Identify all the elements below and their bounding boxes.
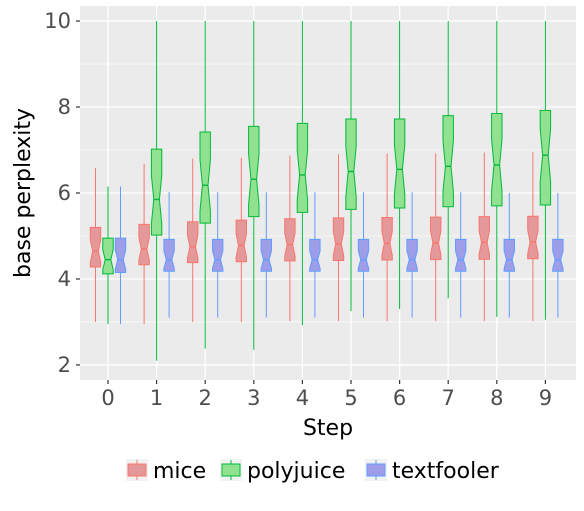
notched-box bbox=[442, 115, 454, 208]
box-polyjuice-step-1 bbox=[150, 21, 163, 361]
box-mice-step-3 bbox=[235, 157, 247, 322]
x-tick-label: 5 bbox=[344, 386, 357, 410]
box-textfooler-step-1 bbox=[163, 192, 175, 318]
box-polyjuice-step-6 bbox=[393, 21, 406, 310]
notched-box bbox=[248, 125, 260, 218]
box-textfooler-step-4 bbox=[309, 192, 321, 318]
x-tick-label: 3 bbox=[247, 386, 260, 410]
notched-box bbox=[309, 238, 321, 272]
box-textfooler-step-6 bbox=[406, 192, 418, 318]
notched-box bbox=[296, 122, 309, 213]
x-tick-label: 6 bbox=[393, 386, 406, 410]
legend-key-box bbox=[127, 463, 147, 477]
notched-box bbox=[527, 215, 539, 260]
notched-box bbox=[503, 238, 515, 272]
box-polyjuice-step-2 bbox=[199, 21, 211, 349]
notched-box bbox=[284, 218, 296, 262]
box-textfooler-step-0 bbox=[114, 186, 127, 325]
notched-box bbox=[199, 131, 211, 224]
notched-box bbox=[491, 112, 503, 207]
legend-key-box bbox=[366, 463, 386, 477]
box-textfooler-step-5 bbox=[357, 192, 370, 318]
notched-box bbox=[357, 238, 370, 272]
y-tick-label: 6 bbox=[58, 181, 71, 205]
box-polyjuice-step-7 bbox=[442, 21, 454, 299]
y-tick-label: 4 bbox=[58, 267, 71, 291]
box-textfooler-step-2 bbox=[212, 192, 224, 318]
box-polyjuice-step-0 bbox=[102, 186, 114, 325]
notched-box bbox=[345, 118, 357, 210]
legend-label: polyjuice bbox=[247, 459, 345, 484]
x-tick-label: 1 bbox=[150, 386, 163, 410]
box-polyjuice-step-9 bbox=[539, 21, 552, 320]
legend-key-box bbox=[221, 463, 241, 477]
box-mice-step-6 bbox=[381, 153, 393, 322]
box-mice-step-2 bbox=[187, 158, 199, 322]
x-tick-label: 8 bbox=[490, 386, 503, 410]
box-mice-step-4 bbox=[284, 155, 296, 322]
notched-box bbox=[138, 223, 150, 266]
notched-box bbox=[212, 238, 224, 272]
box-textfooler-step-7 bbox=[455, 192, 467, 318]
box-series bbox=[89, 21, 564, 361]
notched-box bbox=[539, 109, 552, 206]
y-axis-ticks: 2 4 6 8 10 bbox=[44, 9, 80, 377]
x-tick-label: 4 bbox=[296, 386, 309, 410]
notched-box bbox=[455, 238, 467, 272]
box-polyjuice-step-5 bbox=[345, 21, 357, 312]
notched-box bbox=[114, 237, 127, 274]
box-mice-step-1 bbox=[138, 163, 150, 325]
y-tick-label: 10 bbox=[44, 9, 71, 33]
box-mice-step-0 bbox=[89, 168, 102, 322]
x-axis-ticks: 0 1 2 3 4 5 6 7 8 9 bbox=[101, 380, 552, 410]
notched-box bbox=[430, 216, 442, 261]
x-tick-label: 9 bbox=[539, 386, 552, 410]
box-mice-step-9 bbox=[527, 151, 539, 322]
legend: mice polyjuice textfooler bbox=[126, 459, 500, 484]
box-textfooler-step-9 bbox=[552, 193, 564, 318]
box-textfooler-step-8 bbox=[503, 193, 515, 318]
notched-box bbox=[406, 238, 418, 272]
box-textfooler-step-3 bbox=[260, 192, 272, 318]
box-mice-step-8 bbox=[478, 152, 490, 322]
box-polyjuice-step-3 bbox=[248, 21, 260, 350]
legend-label: textfooler bbox=[392, 459, 500, 484]
box-mice-step-5 bbox=[332, 154, 345, 322]
box-polyjuice-step-8 bbox=[491, 21, 503, 317]
legend-item-textfooler: textfooler bbox=[365, 459, 500, 484]
notched-box bbox=[393, 118, 406, 209]
legend-item-polyjuice: polyjuice bbox=[220, 459, 345, 484]
notched-box bbox=[163, 238, 175, 272]
notched-box bbox=[235, 219, 247, 263]
box-mice-step-7 bbox=[430, 153, 442, 322]
box-polyjuice-step-4 bbox=[296, 21, 309, 326]
notched-box bbox=[102, 237, 114, 275]
y-tick-label: 2 bbox=[58, 353, 71, 377]
x-tick-label: 0 bbox=[101, 386, 114, 410]
notched-box bbox=[478, 216, 490, 260]
y-axis-title: base perplexity bbox=[11, 108, 36, 278]
notched-box bbox=[260, 238, 272, 272]
notched-box bbox=[150, 148, 163, 236]
legend-label: mice bbox=[153, 459, 206, 484]
x-tick-label: 7 bbox=[442, 386, 455, 410]
notched-box bbox=[332, 217, 345, 261]
notched-box bbox=[187, 221, 199, 264]
notched-box bbox=[552, 238, 564, 272]
x-axis-title: Step bbox=[303, 416, 353, 441]
notched-box bbox=[89, 226, 102, 268]
notched-box bbox=[381, 217, 393, 261]
x-tick-label: 2 bbox=[199, 386, 212, 410]
y-tick-label: 8 bbox=[58, 95, 71, 119]
legend-item-mice: mice bbox=[126, 459, 206, 484]
